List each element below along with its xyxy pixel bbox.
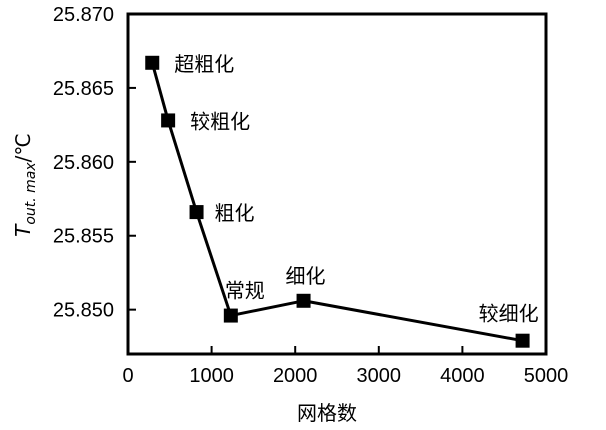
x-tick-label: 3000 xyxy=(357,365,402,387)
data-point-marker xyxy=(223,308,238,323)
series-line xyxy=(150,62,523,343)
ticks-group: 0 1000 2000 3000 4000 5000 25.850 25.855 25.860 2… xyxy=(53,4,568,387)
plot-frame xyxy=(126,12,548,356)
data-point-label: 较细化 xyxy=(479,302,539,326)
y-tick-label: 25.870 xyxy=(53,4,114,26)
y-tick-label: 25.860 xyxy=(53,152,114,174)
data-point-label: 超粗化 xyxy=(174,52,234,76)
x-tick-label: 1000 xyxy=(189,365,234,387)
x-tick-label: 2000 xyxy=(273,365,318,387)
data-point-label: 粗化 xyxy=(215,201,255,225)
y-tick-label: 25.855 xyxy=(53,226,114,248)
y-tick-label: 25.865 xyxy=(53,78,114,100)
data-point-marker xyxy=(145,55,160,70)
data-point-marker xyxy=(161,113,176,128)
y-axis-title-main: T xyxy=(11,223,35,237)
data-point-marker xyxy=(189,205,204,220)
data-point-marker xyxy=(515,333,530,348)
x-tick-label: 5000 xyxy=(524,365,569,387)
y-axis-title-sub: out. max xyxy=(23,162,39,225)
data-point-label: 常规 xyxy=(225,279,265,303)
x-axis-title: 网格数 xyxy=(297,401,357,425)
data-point-label: 较粗化 xyxy=(190,109,250,133)
x-tick-label: 0 xyxy=(122,365,133,387)
y-axis-title: Tout. max/℃ xyxy=(11,133,39,237)
data-point-label: 细化 xyxy=(286,264,326,288)
plot-frame-group xyxy=(126,12,548,356)
series-group xyxy=(145,55,530,348)
data-point-marker xyxy=(296,293,311,308)
x-tick-label: 4000 xyxy=(440,365,485,387)
y-tick-label: 25.850 xyxy=(53,300,114,322)
y-axis-title-unit: /℃ xyxy=(11,133,35,162)
